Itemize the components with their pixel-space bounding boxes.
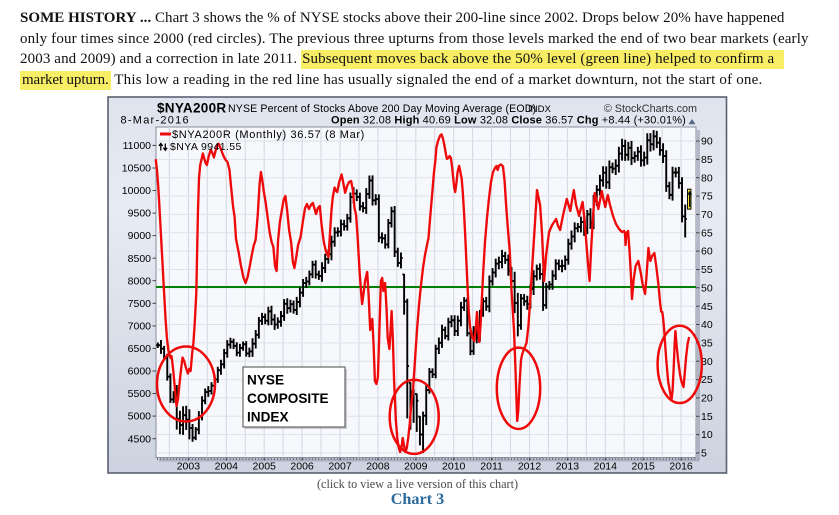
svg-text:2009: 2009 <box>404 461 428 473</box>
svg-text:6000: 6000 <box>128 366 152 378</box>
svg-text:85: 85 <box>701 154 713 166</box>
svg-text:5000: 5000 <box>128 411 152 423</box>
svg-text:© StockCharts.com: © StockCharts.com <box>604 103 697 115</box>
svg-text:$NYA200R (Monthly) 36.57 (8 Ma: $NYA200R (Monthly) 36.57 (8 Mar) <box>172 129 365 141</box>
svg-text:Open 32.08 High 40.69 Low 32.0: Open 32.08 High 40.69 Low 32.08 Close 36… <box>331 115 686 127</box>
svg-text:6500: 6500 <box>128 343 152 355</box>
svg-text:20: 20 <box>701 393 713 405</box>
svg-text:9500: 9500 <box>128 208 152 220</box>
svg-text:2013: 2013 <box>556 461 580 473</box>
svg-text:90: 90 <box>701 136 713 148</box>
svg-text:25: 25 <box>701 374 713 386</box>
svg-text:80: 80 <box>701 172 713 184</box>
svg-text:2003: 2003 <box>177 461 201 473</box>
svg-text:10: 10 <box>701 429 713 441</box>
svg-text:INDX: INDX <box>528 104 552 115</box>
svg-text:NYSE: NYSE <box>247 373 284 388</box>
svg-text:2015: 2015 <box>632 461 656 473</box>
svg-text:8000: 8000 <box>128 275 152 287</box>
svg-text:2010: 2010 <box>442 461 466 473</box>
svg-text:30: 30 <box>701 356 713 368</box>
svg-text:2012: 2012 <box>518 461 542 473</box>
svg-text:65: 65 <box>701 227 713 239</box>
svg-text:9000: 9000 <box>128 230 152 242</box>
svg-text:2007: 2007 <box>328 461 352 473</box>
svg-text:COMPOSITE: COMPOSITE <box>247 391 329 406</box>
svg-text:$NYA 9941.55: $NYA 9941.55 <box>170 141 242 153</box>
svg-text:8-Mar-2016: 8-Mar-2016 <box>121 115 190 127</box>
svg-text:7000: 7000 <box>128 321 152 333</box>
svg-text:2008: 2008 <box>366 461 390 473</box>
svg-text:7500: 7500 <box>128 298 152 310</box>
svg-text:10000: 10000 <box>122 185 151 197</box>
svg-text:45: 45 <box>701 301 713 313</box>
svg-text:2011: 2011 <box>480 461 503 473</box>
svg-text:5500: 5500 <box>128 388 152 400</box>
svg-text:75: 75 <box>701 191 713 203</box>
svg-text:40: 40 <box>701 319 713 331</box>
svg-text:2004: 2004 <box>215 461 239 473</box>
svg-text:4500: 4500 <box>128 433 152 445</box>
svg-text:70: 70 <box>701 209 713 221</box>
svg-text:5: 5 <box>701 448 707 460</box>
svg-text:2005: 2005 <box>253 461 277 473</box>
svg-text:INDEX: INDEX <box>247 409 289 424</box>
svg-text:55: 55 <box>701 264 713 276</box>
svg-text:35: 35 <box>701 338 713 350</box>
svg-text:60: 60 <box>701 246 713 258</box>
svg-text:NYSE Percent of Stocks Above 2: NYSE Percent of Stocks Above 200 Day Mov… <box>228 103 536 115</box>
svg-text:2014: 2014 <box>594 461 618 473</box>
svg-text:10500: 10500 <box>122 163 151 175</box>
svg-text:8500: 8500 <box>128 253 152 265</box>
svg-text:15: 15 <box>701 411 713 423</box>
svg-text:2016: 2016 <box>669 461 693 473</box>
svg-text:11000: 11000 <box>123 140 152 152</box>
svg-text:50: 50 <box>701 282 713 294</box>
svg-text:$NYA200R: $NYA200R <box>157 101 226 116</box>
svg-text:2006: 2006 <box>290 461 314 473</box>
